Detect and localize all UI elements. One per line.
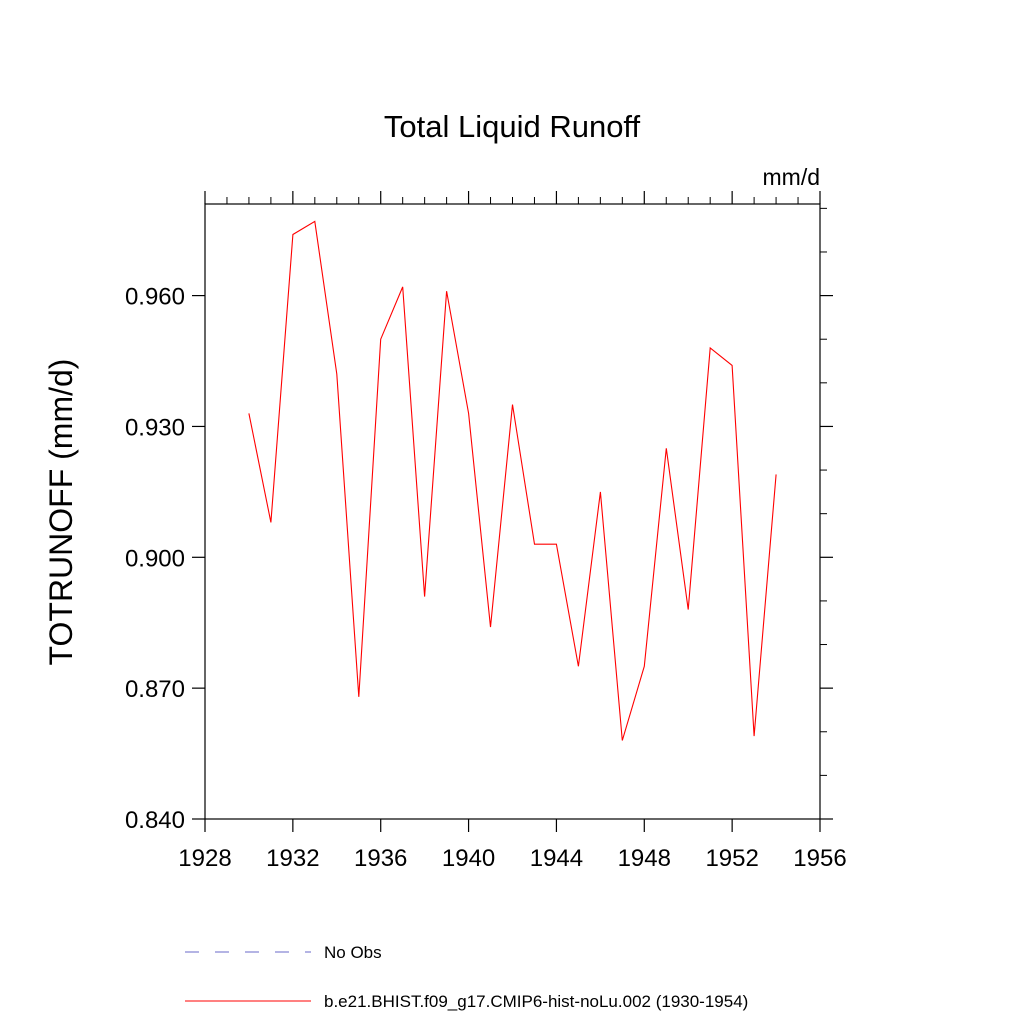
x-tick-label: 1944 — [530, 845, 583, 872]
x-tick-label: 1948 — [618, 845, 671, 872]
x-tick-label: 1936 — [354, 845, 407, 872]
y-tick-label: 0.870 — [125, 676, 185, 703]
chart-title: Total Liquid Runoff — [384, 109, 641, 144]
legend: No Obs b.e21.BHIST.f09_g17.CMIP6-hist-noL… — [185, 943, 748, 1011]
x-tick-label: 1932 — [266, 845, 319, 872]
legend-label: b.e21.BHIST.f09_g17.CMIP6-hist-noLu.002 … — [324, 992, 748, 1011]
y-axis-label: TOTRUNOFF (mm/d) — [43, 359, 79, 666]
y-tick-label: 0.930 — [125, 414, 185, 441]
y-tick-label: 0.960 — [125, 284, 185, 311]
x-tick-label: 1940 — [442, 845, 495, 872]
legend-label: No Obs — [324, 943, 382, 962]
axis-ticks: 1928 1932 1936 1940 1944 1948 1952 1956 0.840 0.8… — [125, 191, 847, 872]
plot-frame — [204, 203, 821, 820]
x-tick-label: 1952 — [705, 845, 758, 872]
y-tick-label: 0.840 — [125, 807, 185, 834]
units-label: mm/d — [763, 164, 821, 190]
x-tick-label: 1956 — [793, 845, 846, 872]
series-group — [248, 220, 777, 741]
series-line — [248, 220, 777, 741]
x-tick-label: 1928 — [178, 845, 231, 872]
y-tick-label: 0.900 — [125, 545, 185, 572]
